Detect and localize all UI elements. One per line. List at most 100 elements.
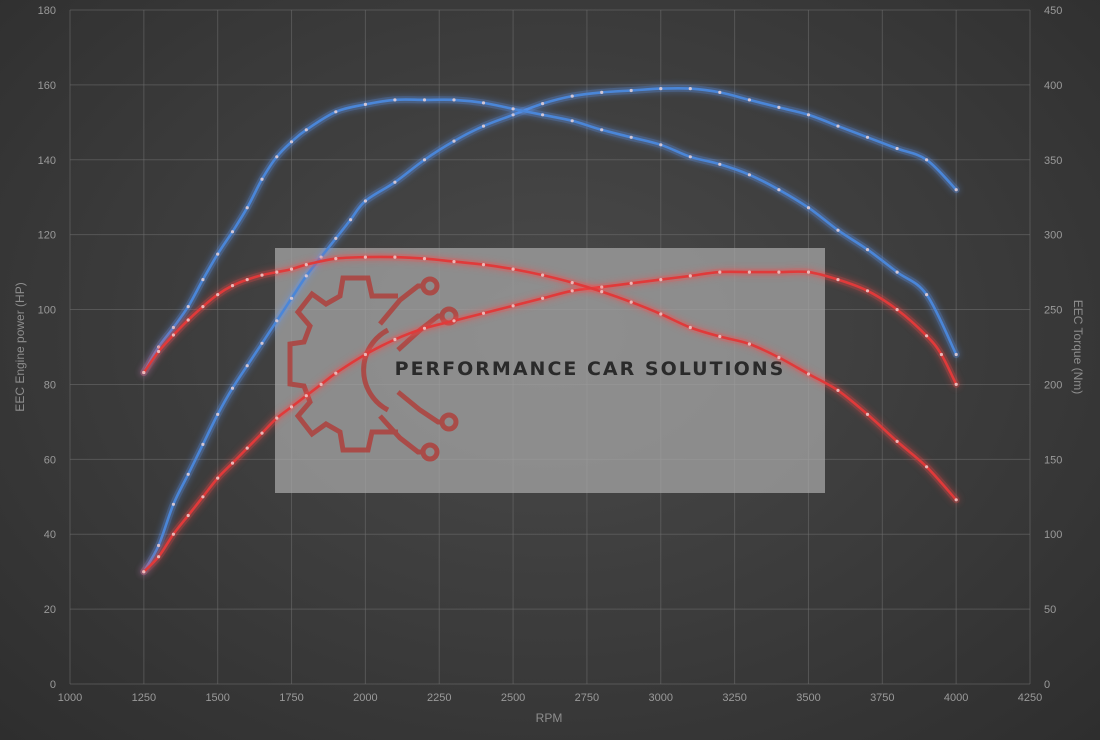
data-point [895, 308, 899, 312]
data-point [304, 394, 308, 398]
x-tick-label: 2000 [353, 692, 377, 704]
data-point [186, 513, 190, 518]
data-point [363, 352, 367, 357]
data-point [777, 105, 781, 109]
data-point [836, 228, 840, 232]
series-line [142, 98, 958, 374]
y-left-tick-label: 120 [38, 230, 56, 242]
data-point [718, 270, 722, 274]
data-point [363, 255, 367, 259]
data-point [481, 263, 486, 267]
data-point [570, 94, 574, 98]
data-point [452, 98, 456, 102]
data-point [659, 278, 663, 282]
data-point [422, 98, 427, 102]
data-point [304, 274, 308, 278]
data-series [140, 84, 960, 576]
data-point [157, 555, 161, 559]
data-point [481, 124, 486, 128]
series-line [142, 270, 958, 573]
data-point [334, 236, 338, 240]
data-point [260, 431, 264, 435]
data-point [171, 333, 175, 337]
y-right-tick-label: 200 [1044, 379, 1062, 391]
data-point [334, 110, 338, 114]
data-point [422, 326, 427, 330]
data-point [245, 364, 249, 368]
data-point [777, 188, 781, 192]
y-left-tick-label: 160 [38, 80, 56, 92]
data-point [452, 319, 456, 323]
data-point [925, 465, 929, 469]
data-point [954, 352, 958, 357]
data-point [511, 113, 515, 117]
data-point [275, 319, 279, 323]
data-point [925, 334, 929, 338]
y-left-tick-label: 180 [38, 5, 56, 17]
data-point [186, 472, 190, 476]
data-point [201, 495, 205, 499]
data-point [216, 252, 220, 256]
axes: RPM EEC Engine power (HP) EEC Torque (Nm… [13, 5, 1085, 725]
y-left-tick-label: 140 [38, 155, 56, 167]
y-left-tick-label: 0 [50, 679, 56, 691]
data-point [201, 442, 205, 446]
series-line [142, 86, 958, 573]
data-point [363, 199, 367, 203]
x-tick-label: 1500 [205, 692, 229, 704]
data-point [895, 439, 899, 443]
data-point [157, 349, 161, 354]
x-tick-label: 3750 [870, 692, 894, 704]
x-tick-label: 3250 [722, 692, 746, 704]
data-point [216, 476, 220, 480]
data-point [201, 305, 205, 309]
series-stock-torque [140, 253, 960, 504]
x-tick-label: 2500 [501, 692, 525, 704]
data-point [600, 128, 604, 132]
data-point [836, 124, 840, 128]
series-line [142, 255, 958, 502]
data-point [289, 140, 294, 144]
data-point [393, 98, 397, 102]
data-point [422, 158, 427, 162]
data-point [304, 263, 308, 267]
data-point [171, 325, 175, 330]
data-point [659, 312, 663, 316]
data-point [230, 386, 235, 390]
y-left-tick-label: 80 [44, 379, 56, 391]
data-point [393, 337, 397, 342]
y-right-tick-label: 250 [1044, 305, 1062, 317]
data-point [570, 289, 574, 293]
data-point [688, 325, 692, 330]
data-point [289, 296, 294, 300]
data-point [245, 278, 249, 282]
data-point [481, 101, 486, 105]
data-point [659, 87, 663, 91]
data-point [939, 352, 944, 357]
data-point [260, 341, 264, 345]
data-point [659, 143, 663, 147]
data-point [718, 334, 722, 339]
gear-circuit-logo-icon [287, 275, 459, 462]
data-point [895, 270, 899, 274]
y-right-tick-label: 150 [1044, 454, 1062, 466]
data-point [275, 416, 279, 420]
data-point [393, 180, 397, 184]
y-right-tick-label: 0 [1044, 679, 1050, 691]
data-point [688, 155, 692, 159]
data-point [865, 248, 870, 252]
data-point [186, 305, 190, 309]
data-point [836, 388, 840, 392]
data-point [688, 87, 692, 91]
data-point [925, 293, 929, 297]
data-point [629, 135, 633, 139]
data-point [541, 296, 545, 300]
data-point [260, 177, 264, 181]
x-axis-title: RPM [536, 711, 563, 725]
series-tuned-power [140, 84, 960, 576]
data-point [319, 382, 323, 386]
data-point [452, 260, 456, 264]
x-tick-label: 4250 [1018, 692, 1042, 704]
